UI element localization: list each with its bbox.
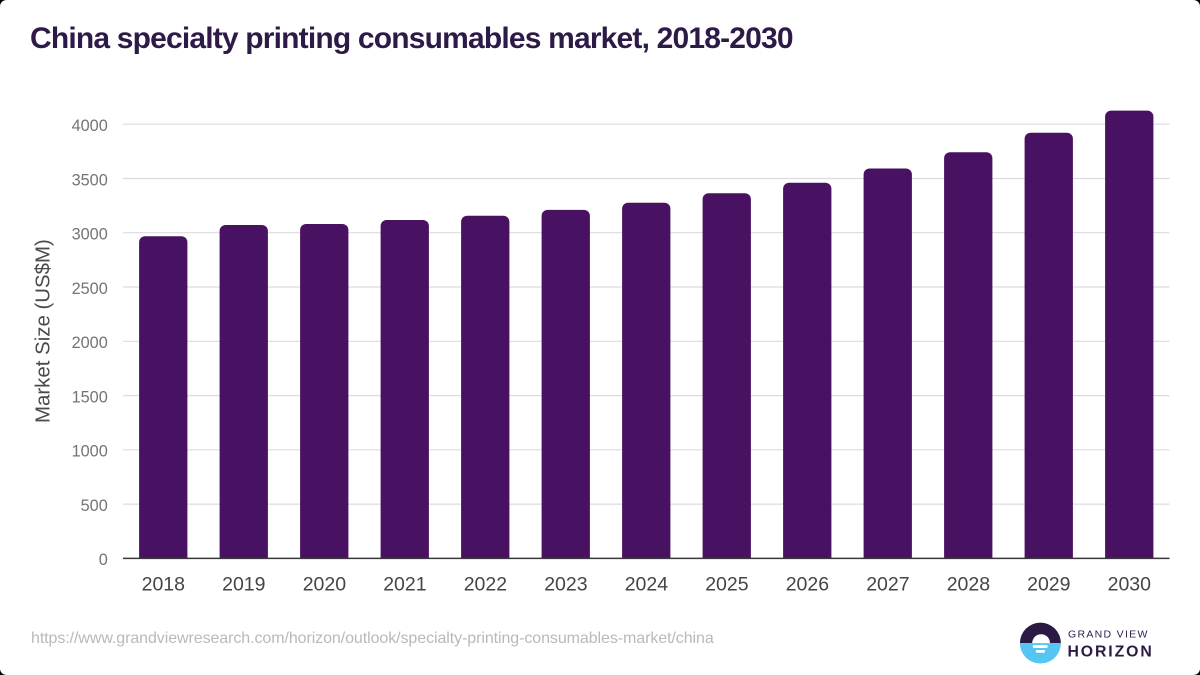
svg-text:500: 500 [81,497,108,515]
svg-text:2022: 2022 [464,574,507,596]
svg-text:HORIZON: HORIZON [1068,643,1154,660]
svg-text:2026: 2026 [786,574,829,596]
svg-text:3500: 3500 [72,171,108,189]
svg-text:2028: 2028 [947,574,990,596]
svg-text:2020: 2020 [303,574,347,596]
svg-text:1500: 1500 [72,388,108,406]
svg-text:2027: 2027 [866,574,909,596]
svg-text:4000: 4000 [72,117,108,135]
svg-text:2018: 2018 [142,574,185,596]
svg-text:2030: 2030 [1108,574,1152,596]
svg-text:2025: 2025 [705,574,749,596]
svg-text:0: 0 [99,551,108,569]
svg-text:2023: 2023 [544,574,587,596]
svg-text:2021: 2021 [383,574,426,596]
svg-text:1000: 1000 [72,443,108,461]
svg-text:GRAND VIEW: GRAND VIEW [1068,629,1149,641]
svg-text:2019: 2019 [222,574,265,596]
svg-text:Market Size (US$M): Market Size (US$M) [32,239,55,423]
svg-text:2029: 2029 [1027,574,1070,596]
svg-text:2000: 2000 [72,334,108,352]
svg-text:2500: 2500 [72,280,108,298]
svg-text:3000: 3000 [72,226,108,244]
svg-text:2024: 2024 [625,574,669,596]
